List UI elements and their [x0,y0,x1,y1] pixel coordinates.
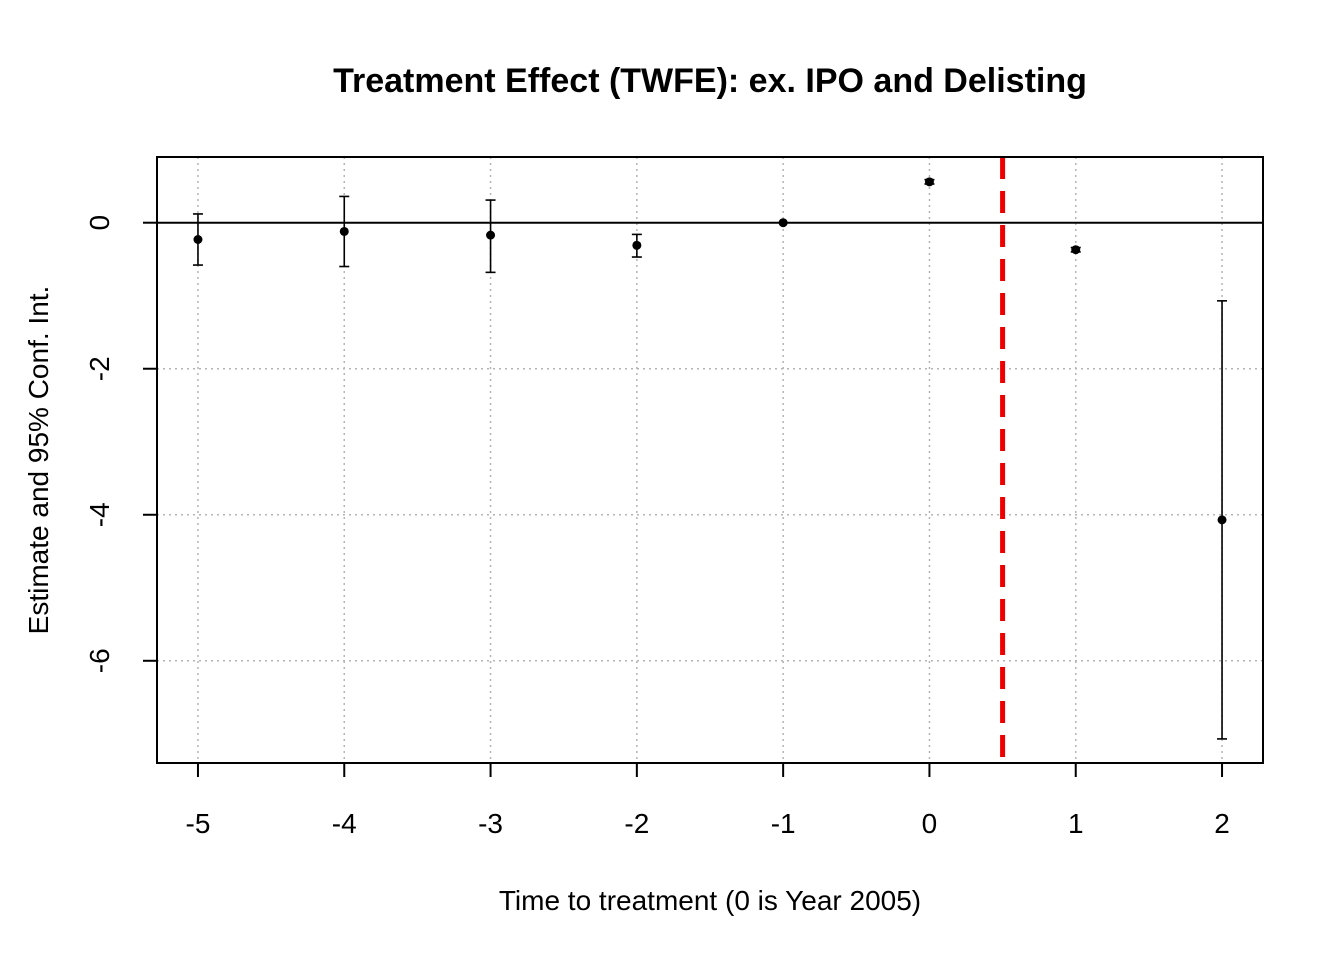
estimate-point [193,235,203,245]
data-point-group [778,218,788,228]
x-tick-label: 0 [922,808,938,839]
y-tick-label: -2 [84,356,115,381]
x-tick-label: -3 [478,808,503,839]
reference-lines [157,157,1263,763]
estimate-point [778,218,788,228]
data-point-group [1070,245,1081,255]
estimate-point [632,240,642,250]
x-axis: -5 -4 -3 -2 -1 0 1 2 [186,763,1230,839]
estimate-point [486,230,496,240]
grid [157,157,1263,763]
y-tick-label: -4 [84,502,115,527]
x-tick-label: -1 [771,808,796,839]
data-point-group [339,195,350,268]
estimate-point [924,177,934,187]
estimate-point [1217,515,1227,525]
data-point-group [631,233,642,258]
data-point-group [485,199,496,274]
y-tick-label: -6 [84,648,115,673]
y-axis: 0 -2 -4 -6 [84,215,157,673]
y-axis-label: Estimate and 95% Conf. Int. [23,286,54,635]
x-tick-label: 2 [1214,808,1230,839]
x-axis-label: Time to treatment (0 is Year 2005) [499,885,921,916]
y-tick-label: 0 [84,215,115,231]
data-point-group [924,177,935,187]
x-tick-label: -4 [332,808,357,839]
data-series [192,177,1228,740]
x-tick-label: -5 [186,808,211,839]
data-point-group [192,213,203,266]
plot-frame [156,156,1264,764]
estimate-point [1071,245,1081,255]
chart-title: Treatment Effect (TWFE): ex. IPO and Del… [333,62,1087,100]
x-tick-label: -2 [624,808,649,839]
data-point-group [1217,300,1228,740]
x-tick-label: 1 [1068,808,1084,839]
estimate-point [339,226,349,236]
